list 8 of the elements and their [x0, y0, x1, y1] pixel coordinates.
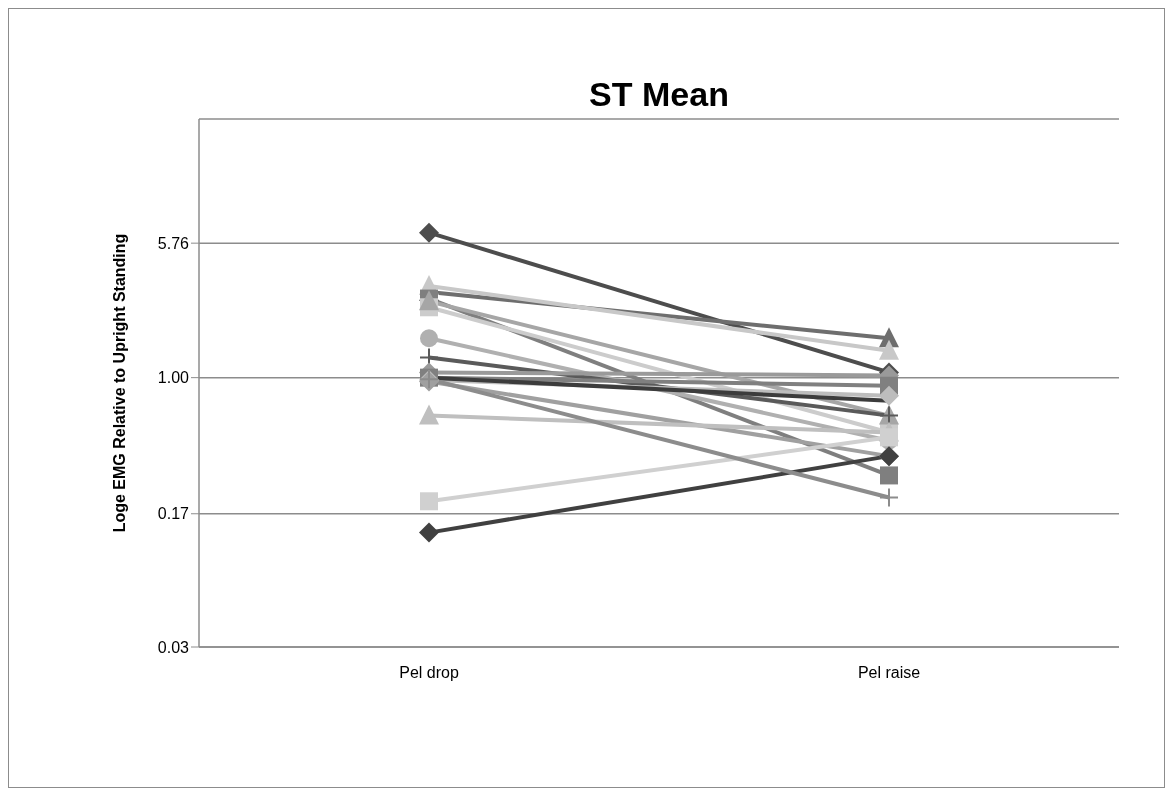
y-tick-label: 0.17: [157, 505, 190, 523]
y-tick-label: 1.00: [157, 369, 190, 387]
y-tick-label: 5.76: [157, 234, 190, 252]
y-tick-label: 0.03: [157, 638, 190, 656]
x-tick-label: Pel drop: [399, 664, 459, 682]
chart-title: ST Mean: [588, 75, 730, 114]
x-tick-label: Pel raise: [857, 664, 921, 682]
y-axis-title: Loge EMG Relative to Upright Standing: [110, 233, 128, 533]
